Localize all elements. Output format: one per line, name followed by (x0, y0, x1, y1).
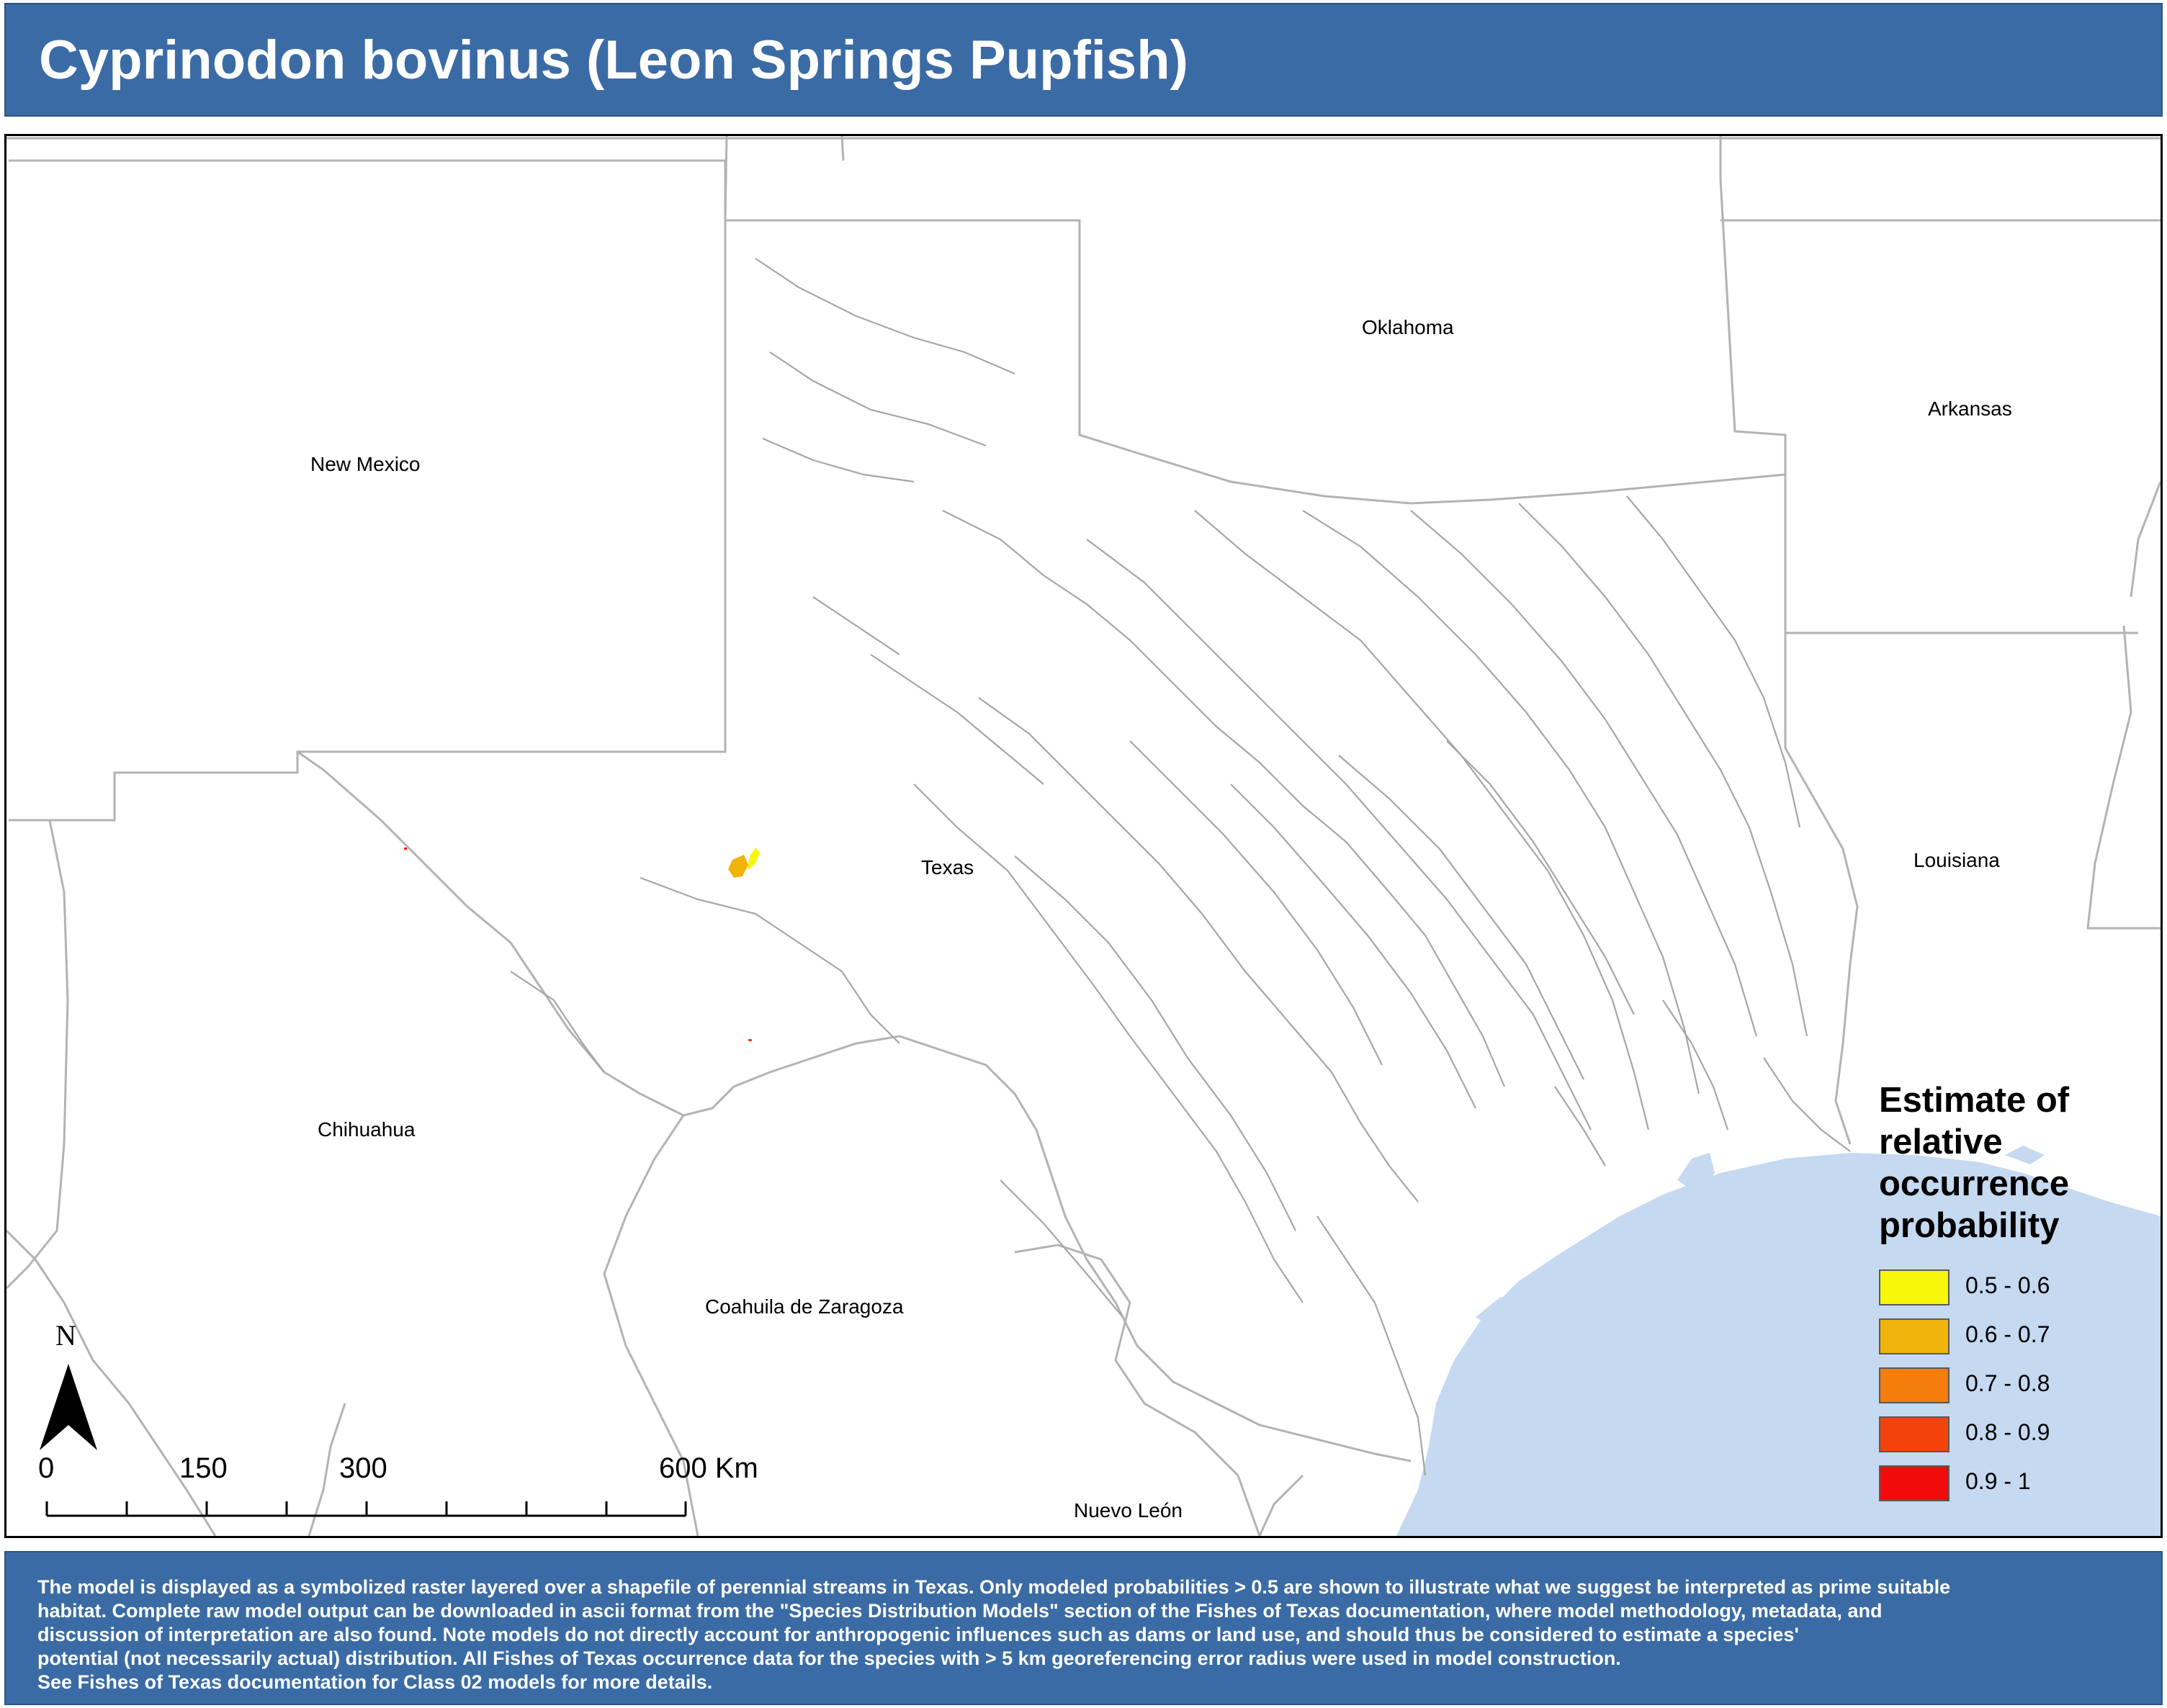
label-chihuahua: Chihuahua (318, 1118, 416, 1141)
legend-swatch (1879, 1269, 1950, 1305)
footer-line: See Fishes of Texas documentation for Cl… (37, 1671, 713, 1693)
footer-line: The model is displayed as a symbolized r… (37, 1576, 1951, 1598)
gulf-of-mexico-water (1396, 1153, 2161, 1536)
occurrence-dot-09-1 (404, 848, 407, 850)
footer-line: potential (not necessarily actual) distr… (37, 1648, 1621, 1669)
legend-swatch (1879, 1367, 1950, 1403)
map-title: Cyprinodon bovinus (Leon Springs Pupfish… (39, 30, 1188, 91)
coastal-bay (1476, 1297, 1519, 1330)
north-arrow (40, 1364, 97, 1450)
title-bar: Cyprinodon bovinus (Leon Springs Pupfish… (4, 3, 2163, 117)
political-borders (6, 136, 2161, 1536)
footer-line: discussion of interpretation are also fo… (37, 1624, 1799, 1645)
label-louisiana: Louisiana (1913, 849, 2000, 871)
north-arrow-label: N (55, 1319, 76, 1352)
legend-swatch (1879, 1465, 1950, 1501)
label-texas: Texas (921, 856, 974, 878)
legend-label: 0.6 - 0.7 (1965, 1321, 2050, 1347)
scale-label-300: 300 (339, 1452, 387, 1484)
legend-label: 0.7 - 0.8 (1965, 1370, 2050, 1396)
scale-label-600: 600 Km (659, 1452, 758, 1484)
label-new-mexico: New Mexico (310, 453, 421, 475)
legend-label: 0.5 - 0.6 (1965, 1272, 2050, 1298)
legend-swatch (1879, 1318, 1950, 1354)
legend-swatch (1879, 1416, 1950, 1452)
legend-label: 0.8 - 0.9 (1965, 1419, 2050, 1445)
label-arkansas: Arkansas (1928, 397, 2012, 420)
label-coahuila: Coahuila de Zaragoza (705, 1295, 904, 1318)
occurrence-patch-06-07 (728, 855, 748, 878)
scale-label-0: 0 (38, 1452, 55, 1484)
map-frame: New Mexico Oklahoma Arkansas Texas Louis… (4, 134, 2163, 1538)
scale-bar (45, 1501, 687, 1517)
north-arrow-left-half (40, 1364, 68, 1450)
footer-note: The model is displayed as a symbolized r… (4, 1551, 2163, 1705)
scale-label-150: 150 (179, 1452, 228, 1484)
occurrence-patch-05-06 (747, 848, 760, 871)
galveston-bay (1677, 1153, 1715, 1195)
north-arrow-right-half (68, 1364, 97, 1450)
occurrence-raster (404, 848, 760, 1041)
coastal-bay-2 (2005, 1146, 2045, 1164)
occurrence-dot-08-09 (748, 1039, 752, 1041)
footer-line: habitat. Complete raw model output can b… (37, 1600, 1883, 1622)
legend-title: Estimate of relative occurrence probabil… (1879, 1081, 2070, 1245)
map-canvas (6, 136, 2161, 1536)
legend-label: 0.9 - 1 (1965, 1468, 2031, 1494)
label-oklahoma: Oklahoma (1362, 316, 1454, 338)
label-nuevo-leon: Nuevo León (1074, 1499, 1183, 1522)
perennial-streams (510, 258, 1851, 1476)
